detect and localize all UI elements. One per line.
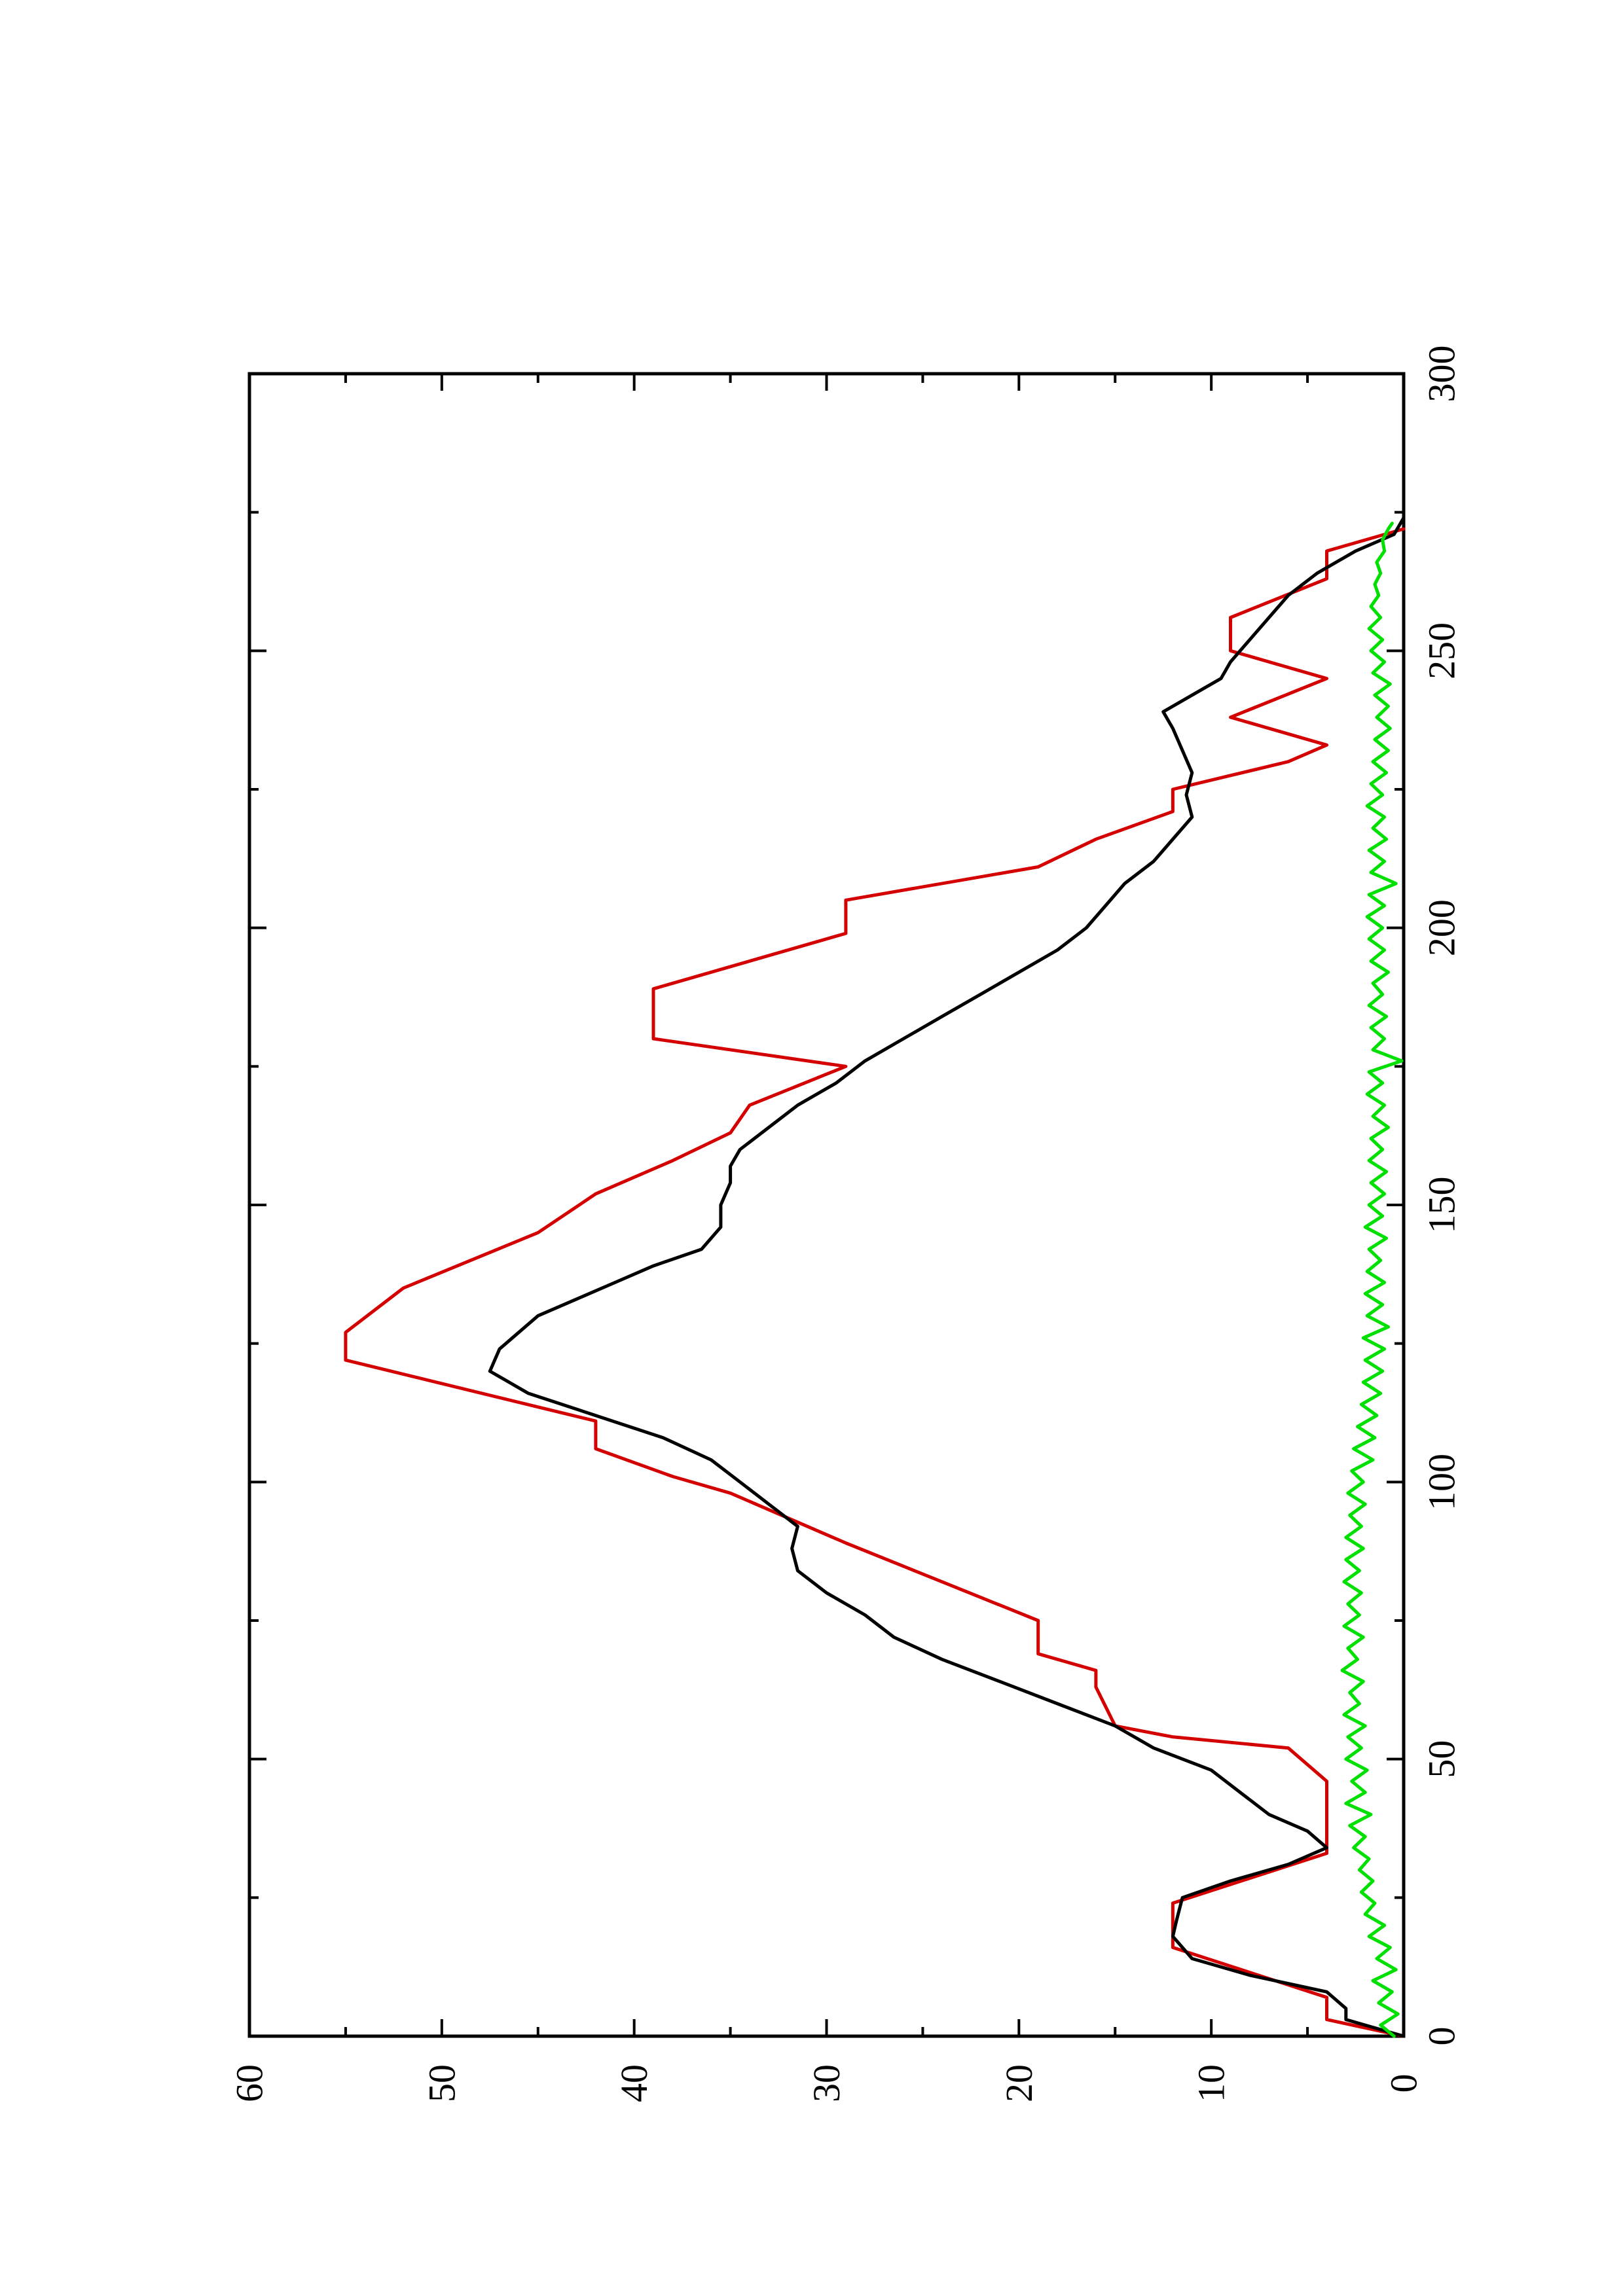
x-tick-label: 100: [1421, 1454, 1463, 1511]
x-tick-label: 300: [1421, 346, 1463, 403]
ticks-layer: [248, 372, 1405, 2037]
black-series-line: [488, 516, 1406, 2038]
y-tick-label: 60: [228, 2064, 271, 2102]
y-tick-label: 0: [1383, 2074, 1425, 2093]
x-tick-label: 0: [1421, 2027, 1463, 2046]
x-tick-label: 50: [1421, 1740, 1463, 1778]
x-tick-label: 200: [1421, 899, 1463, 956]
red-step-series-line: [344, 527, 1406, 2038]
y-tick-label: 30: [805, 2064, 848, 2102]
y-tick-label: 20: [998, 2064, 1040, 2102]
x-tick-label: 250: [1421, 622, 1463, 679]
x-tick-label: 150: [1421, 1177, 1463, 1234]
y-tick-label: 10: [1190, 2064, 1233, 2102]
y-tick-label: 50: [420, 2064, 463, 2102]
series-layer: [344, 516, 1406, 2038]
green-series-line: [1340, 522, 1404, 2038]
y-tick-label: 40: [613, 2064, 655, 2102]
tick-labels-layer: 0 50 100 150 200 250 300 0 10 20 30 40 50 60: [228, 346, 1463, 2103]
